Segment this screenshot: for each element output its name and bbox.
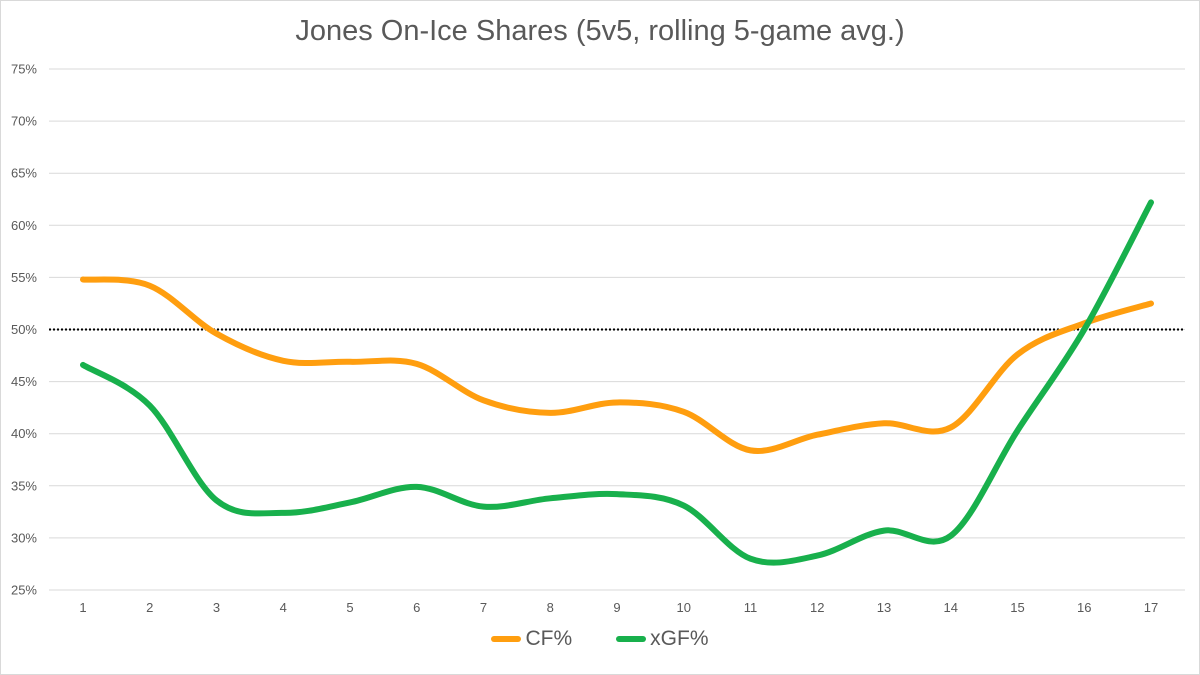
legend-label-cf: CF%	[525, 627, 573, 650]
y-tick-label: 50%	[11, 322, 37, 337]
y-tick-label: 40%	[11, 426, 37, 441]
chart-title: Jones On-Ice Shares (5v5, rolling 5-game…	[295, 15, 905, 47]
series-line-xgf	[80, 199, 1154, 566]
y-tick-label: 45%	[11, 374, 37, 389]
y-tick-label: 30%	[11, 530, 37, 545]
y-tick-label: 55%	[11, 270, 37, 285]
y-tick-label: 70%	[11, 114, 37, 129]
legend-label-xgf: xGF%	[650, 627, 709, 650]
x-tick-label: 16	[1077, 600, 1091, 615]
x-tick-label: 8	[547, 600, 554, 615]
series-line-cf	[80, 276, 1154, 454]
x-tick-label: 6	[413, 600, 420, 615]
x-tick-label: 11	[744, 600, 758, 615]
x-tick-label: 5	[346, 600, 353, 615]
legend-swatch-xgf	[616, 636, 647, 642]
y-tick-label: 75%	[11, 62, 37, 77]
x-tick-label: 1	[79, 600, 86, 615]
x-tick-label: 14	[944, 600, 958, 615]
legend-item-xgf: xGF%	[616, 627, 709, 651]
x-tick-label: 3	[213, 600, 220, 615]
x-tick-label: 9	[613, 600, 620, 615]
y-tick-label: 25%	[11, 583, 37, 598]
y-tick-label: 35%	[11, 478, 37, 493]
x-tick-label: 4	[280, 600, 287, 615]
y-tick-label: 60%	[11, 218, 37, 233]
x-tick-label: 12	[810, 600, 824, 615]
x-tick-label: 10	[677, 600, 691, 615]
x-tick-label: 2	[146, 600, 153, 615]
legend: CF% xGF%	[1, 627, 1199, 651]
legend-item-cf: CF%	[491, 627, 572, 651]
y-tick-label: 65%	[11, 166, 37, 181]
x-tick-label: 17	[1144, 600, 1158, 615]
legend-swatch-cf	[491, 636, 522, 642]
x-tick-label: 13	[877, 600, 891, 615]
x-tick-label: 15	[1010, 600, 1024, 615]
x-tick-label: 7	[480, 600, 487, 615]
